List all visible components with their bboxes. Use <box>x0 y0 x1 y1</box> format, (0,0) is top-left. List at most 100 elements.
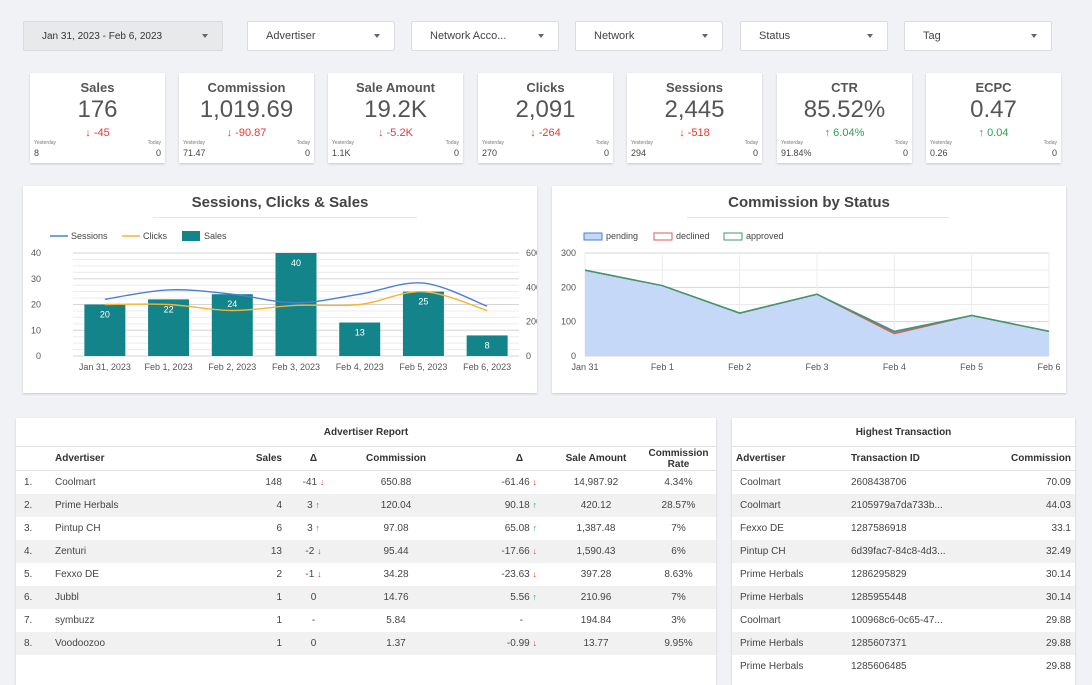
bar-sales <box>211 294 253 356</box>
column-header-commission-rate[interactable]: Commission Rate <box>641 446 716 471</box>
kpi-today-value: 0 <box>155 148 161 158</box>
column-header-advertiser[interactable]: Advertiser <box>51 446 201 471</box>
commission-rate-value: 8.63% <box>664 568 693 580</box>
sales-delta-value: 0 <box>310 637 317 649</box>
kpi-title: Commission <box>207 80 286 95</box>
row-index: 2. <box>16 493 51 517</box>
network-filter[interactable]: Network <box>575 21 723 51</box>
arrow-down-icon: ↓ <box>532 476 538 487</box>
sale-amount-value: 1,387.48 <box>576 522 616 534</box>
transaction-id: 100968c6-0c65-47... <box>851 614 943 626</box>
legend-swatch <box>182 231 200 241</box>
sales-delta: 3 ↑ <box>286 517 341 540</box>
advertiser-name: Voodoozoo <box>51 631 201 655</box>
advertiser-filter[interactable]: Advertiser <box>247 21 395 51</box>
table-row[interactable]: 2. Prime Herbals 4 3 ↑ 120.04 90.18 ↑ 420.12 28… <box>16 493 716 517</box>
y-axis-tick: 200 <box>561 282 576 292</box>
x-axis-tick: Feb 2 <box>728 362 751 372</box>
table-row[interactable]: 3. Pintup CH 6 3 ↑ 97.08 65.08 ↑ 1,387.48 7% <box>16 517 716 540</box>
sales-value: 4 <box>201 493 286 517</box>
kpi-title: Sale Amount <box>356 80 435 95</box>
legend-label: Clicks <box>143 231 167 241</box>
y-axis-tick-right: 0 <box>526 351 531 361</box>
legend-label: declined <box>676 231 710 241</box>
table-row[interactable]: Prime Herbals 1285606485 29.88 <box>732 655 1075 678</box>
table-row[interactable]: Prime Herbals 1285607371 29.88 <box>732 631 1075 655</box>
kpi-title: Clicks <box>526 80 565 95</box>
table-row[interactable]: 5. Fexxo DE 2 -1 ↓ 34.28 -23.63 ↓ 397.28 8.63% <box>16 563 716 586</box>
column-header-commission[interactable]: Commission <box>982 446 1075 471</box>
network-account-filter-label: Network Acco... <box>430 30 507 42</box>
table-row[interactable]: Prime Herbals 1286295829 30.14 <box>732 563 1075 586</box>
column-header-commission[interactable]: Commission <box>341 446 451 471</box>
kpi-delta-value: -518 <box>687 127 710 139</box>
sales-delta-value: -41 <box>302 476 318 488</box>
column-header-sales[interactable]: Sales <box>201 446 286 471</box>
column-header-commission-delta[interactable]: Δ <box>451 446 551 471</box>
column-header-index[interactable] <box>16 446 51 471</box>
y-axis-tick-left: 10 <box>31 325 41 335</box>
table-row[interactable]: 7. symbuzz 1 - 5.84 - 194.84 3% <box>16 609 716 632</box>
commission-value: 33.1 <box>1051 522 1071 534</box>
table-row[interactable]: Coolmart 2105979a7da733b... 44.03 <box>732 493 1075 517</box>
row-index: 4. <box>16 539 51 563</box>
column-header-transaction-id[interactable]: Transaction ID <box>847 446 982 471</box>
kpi-card-clicks: Clicks 2,091 ↓ -264 Yesterday Today 270 0 <box>478 73 613 163</box>
sales-delta-value: 3 <box>307 522 313 534</box>
advertiser-name: Pintup CH <box>55 522 101 534</box>
table-row[interactable]: Prime Herbals 1285955448 30.14 <box>732 585 1075 609</box>
table-row[interactable]: Coolmart 100968c6-0c65-47... 29.88 <box>732 609 1075 632</box>
table-row[interactable]: 1. Coolmart 148 -41 ↓ 650.88 -61.46 ↓ 14,987.9… <box>16 471 716 494</box>
table-row[interactable]: 6. Jubbl 1 0 14.76 5.56 ↑ 210.96 7% <box>16 585 716 609</box>
kpi-yesterday-label: Yesterday <box>781 140 804 146</box>
row-index: 7. <box>24 614 33 626</box>
commission-value: 30.14 <box>1045 568 1071 580</box>
bar-sales <box>402 291 444 356</box>
x-axis-tick: Feb 5 <box>960 362 983 372</box>
legend-label: pending <box>606 231 638 241</box>
table-row[interactable]: Pintup CH 6d39fac7-84c8-4d3... 32.49 <box>732 539 1075 563</box>
commission-value: 14.76 <box>341 585 451 609</box>
table-row[interactable]: 8. Voodoozoo 1 0 1.37 -0.99 ↓ 13.77 9.95% <box>16 631 716 655</box>
legend-swatch <box>653 232 673 241</box>
column-header-sale-amount[interactable]: Sale Amount <box>551 446 641 471</box>
advertiser-name: Prime Herbals <box>732 585 847 609</box>
status-filter[interactable]: Status <box>740 21 888 51</box>
kpi-today-value: 0 <box>304 148 310 158</box>
arrow-down-icon: ↓ <box>532 545 538 556</box>
sales-value: 1 <box>276 614 282 626</box>
table-row[interactable]: Fexxo DE 1287586918 33.1 <box>732 517 1075 540</box>
table-row[interactable]: 4. Zenturi 13 -2 ↓ 95.44 -17.66 ↓ 1,590.43 6% <box>16 539 716 563</box>
commission-delta: -17.66 ↓ <box>451 539 551 563</box>
area-pending <box>585 270 1049 356</box>
advertiser-name: Pintup CH <box>732 539 847 563</box>
commission-rate-value: 7% <box>671 522 686 534</box>
sale-amount-value: 194.84 <box>580 614 612 626</box>
column-header-advertiser[interactable]: Advertiser <box>732 446 847 471</box>
tag-filter[interactable]: Tag <box>904 21 1052 51</box>
advertiser-filter-label: Advertiser <box>266 30 316 42</box>
chevron-down-icon <box>374 34 380 38</box>
kpi-delta: ↓ -264 <box>478 127 613 139</box>
kpi-delta: ↓ -5.2K <box>328 127 463 139</box>
series-line-clicks <box>104 290 488 312</box>
tag-filter-label: Tag <box>923 30 941 42</box>
legend-label: approved <box>746 231 784 241</box>
network-account-filter[interactable]: Network Acco... <box>411 21 559 51</box>
commission-rate-value: 4.34% <box>664 476 693 488</box>
sales-delta: 3 ↑ <box>286 493 341 517</box>
commission-rate-value: 28.57% <box>641 493 716 517</box>
transaction-id: 6d39fac7-84c8-4d3... <box>847 539 982 563</box>
y-axis-tick-left: 0 <box>36 351 41 361</box>
kpi-today-label: Today <box>595 140 609 146</box>
y-axis-tick-right: 400 <box>526 282 537 292</box>
commission-value: 5.84 <box>386 614 406 626</box>
advertiser-name: Coolmart <box>740 614 781 626</box>
row-index: 5. <box>24 568 33 580</box>
date-range-filter[interactable]: Jan 31, 2023 - Feb 6, 2023 <box>23 21 223 51</box>
chart-title: Sessions, Clicks & Sales <box>191 194 369 211</box>
commission-delta: -0.99 ↓ <box>451 631 551 655</box>
table-row[interactable]: Coolmart 2608438706 70.09 <box>732 471 1075 494</box>
column-header-sales-delta[interactable]: Δ <box>286 446 341 471</box>
bar-sales <box>84 304 126 356</box>
